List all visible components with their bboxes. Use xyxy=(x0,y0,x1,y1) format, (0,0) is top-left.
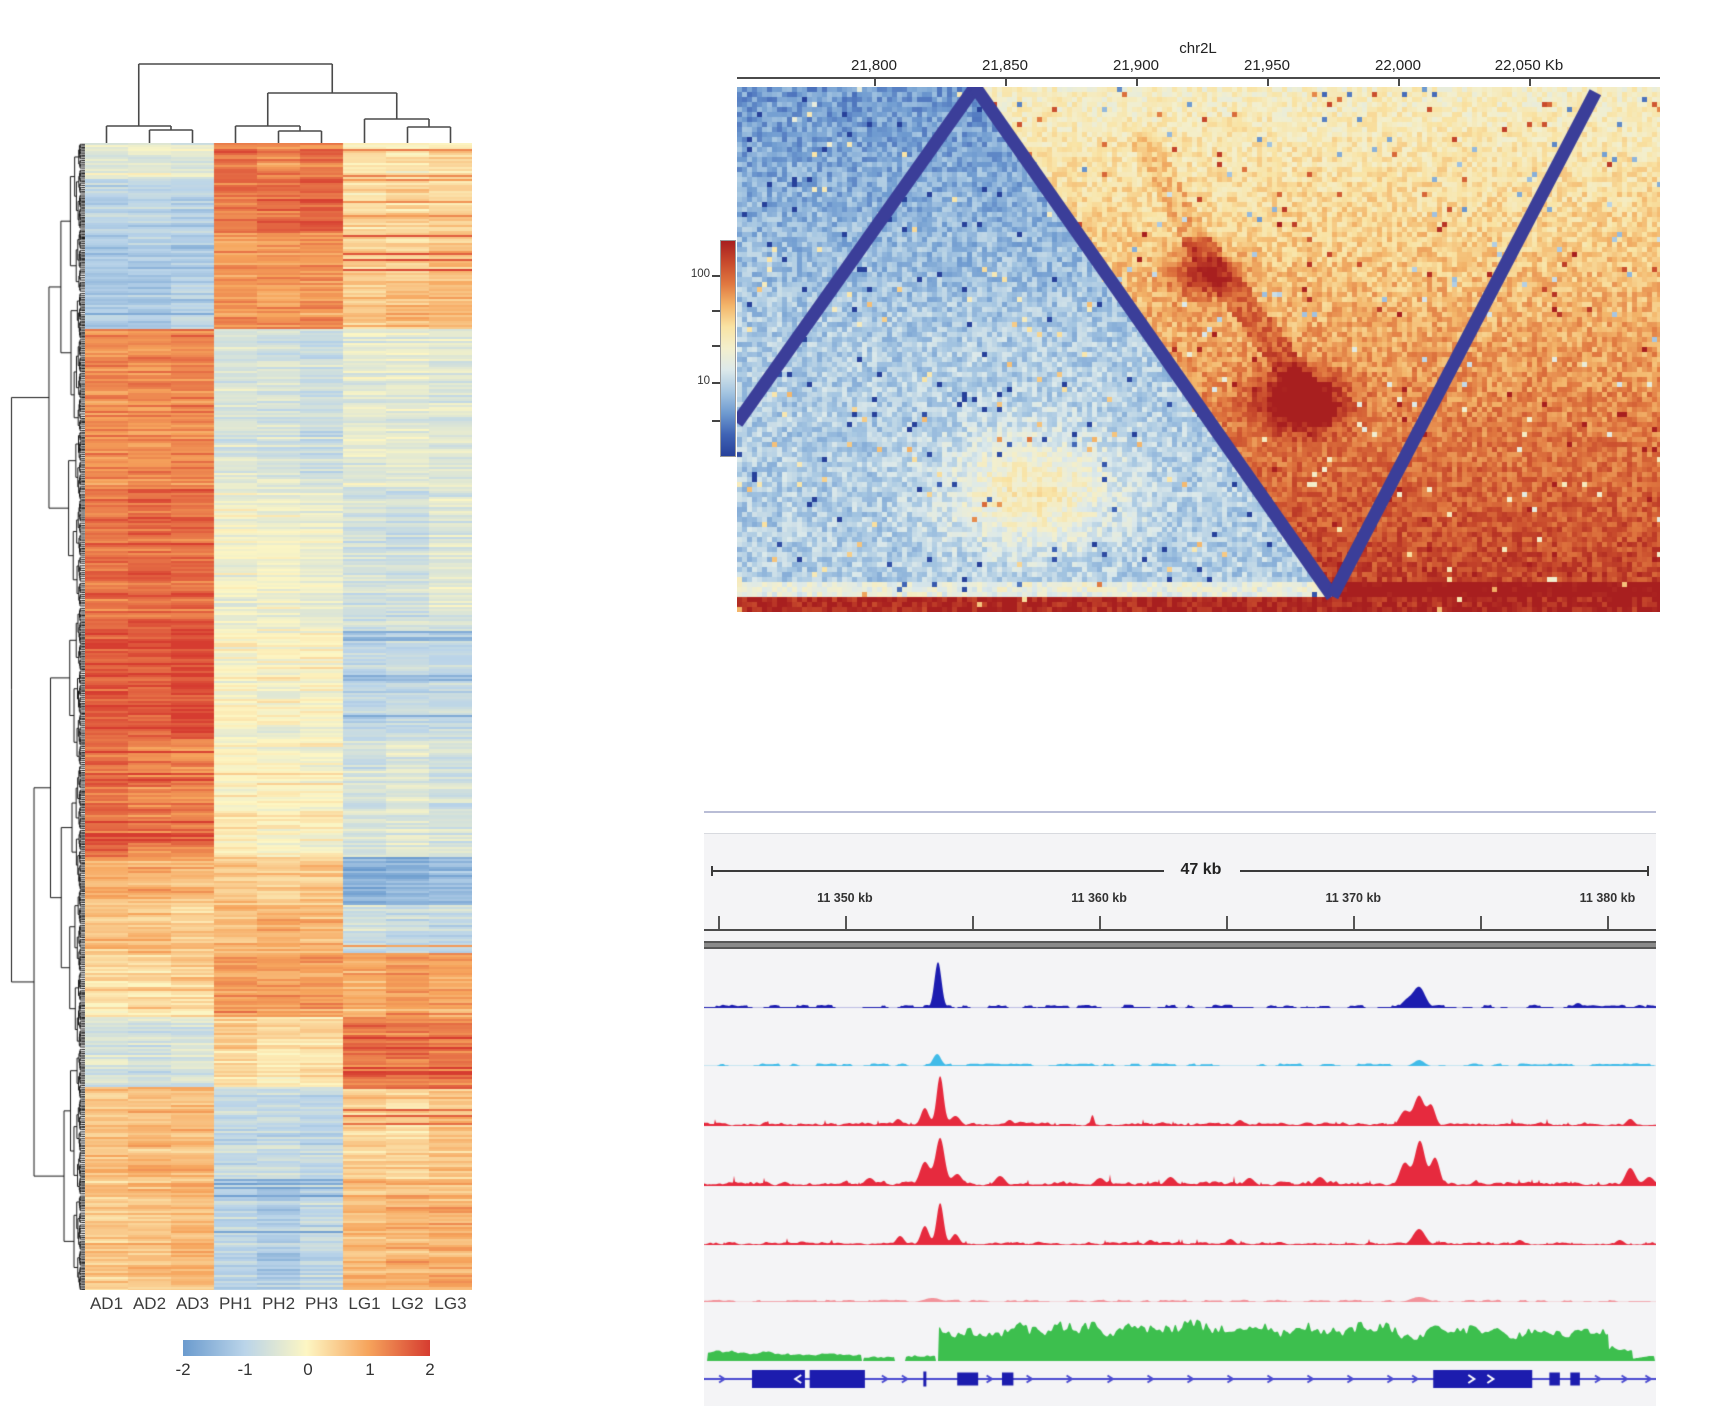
igv-locus-bar xyxy=(704,941,1656,949)
igv-span-line-left xyxy=(712,870,1164,872)
igv-ruler-tick xyxy=(844,916,847,929)
hic-map-canvas xyxy=(737,87,1660,612)
heatmap-canvas xyxy=(85,143,472,1290)
hic-axis-tick xyxy=(1267,79,1269,86)
heatmap-colorbar xyxy=(183,1340,430,1356)
hic-axis-tick xyxy=(1005,79,1007,86)
igv-ruler-tick xyxy=(1099,916,1102,929)
hic-axis-tick xyxy=(874,79,876,86)
column-labels: AD1 AD2 AD3 PH1 PH2 PH3 LG1 LG2 LG3 xyxy=(0,1294,520,1316)
column-label: PH1 xyxy=(218,1294,253,1313)
igv-ruler-tick xyxy=(1353,916,1356,929)
hic-colorbar xyxy=(720,240,736,457)
hic-colorbar-tick xyxy=(712,310,720,312)
row-dendrogram xyxy=(6,143,86,1290)
hic-axis-line xyxy=(737,77,1660,79)
hic-colorbar-tick xyxy=(712,345,720,347)
igv-ruler-minor-tick xyxy=(1225,916,1228,929)
column-label: LG1 xyxy=(348,1294,381,1313)
hic-colorbar-tick xyxy=(712,382,720,384)
igv-tracks-canvas xyxy=(704,950,1656,1408)
igv-ruler-minor-tick xyxy=(718,916,721,929)
colorbar-tick-label: 2 xyxy=(425,1360,435,1379)
igv-ruler-minor-tick xyxy=(1479,916,1482,929)
column-label: LG2 xyxy=(391,1294,424,1313)
column-dendrogram xyxy=(105,63,452,143)
igv-ruler-label: 11 350 kb xyxy=(817,891,873,905)
igv-ruler-label: 11 360 kb xyxy=(1071,891,1127,905)
igv-span-label: 47 kb xyxy=(1180,861,1222,878)
hic-axis-tick-label: 22,000 xyxy=(1375,57,1421,74)
igv-ruler-label: 11 370 kb xyxy=(1325,891,1382,905)
hic-axis-tick-label: 21,950 xyxy=(1244,57,1290,74)
colorbar-tick-label: 1 xyxy=(365,1360,375,1379)
hic-axis-tick xyxy=(1529,79,1531,86)
column-label: AD3 xyxy=(175,1294,210,1313)
hic-axis-tick-label: 22,050 Kb xyxy=(1494,57,1564,74)
hic-colorbar-tick xyxy=(712,275,720,277)
colorbar-tick-label: -1 xyxy=(237,1360,253,1379)
hic-axis-tick-label: 21,850 xyxy=(982,57,1028,74)
igv-ruler-label: 11 380 kb xyxy=(1579,891,1636,905)
igv-span-cap-right xyxy=(1647,866,1649,876)
column-label: LG3 xyxy=(434,1294,467,1313)
hic-colorbar-label-10: 10 xyxy=(697,375,710,387)
igv-panel-top-border xyxy=(704,811,1656,813)
colorbar-tick-label: 0 xyxy=(303,1360,313,1379)
hic-axis-tick xyxy=(1136,79,1138,86)
igv-ruler-baseline xyxy=(704,929,1656,931)
column-label: AD2 xyxy=(132,1294,167,1313)
column-label: PH3 xyxy=(304,1294,339,1313)
igv-ruler-tick xyxy=(1607,916,1610,929)
hic-axis-tick-label: 21,800 xyxy=(851,57,897,74)
hic-colorbar-tick xyxy=(712,420,720,422)
hic-axis-tick-label: 21,900 xyxy=(1113,57,1159,74)
colorbar-tick-label: -2 xyxy=(175,1360,191,1379)
column-label: AD1 xyxy=(89,1294,124,1313)
hic-colorbar-label-100: 100 xyxy=(690,268,710,280)
heatmap-colorbar-tick-labels: -2 -1 0 1 2 xyxy=(0,1360,520,1382)
column-label: PH2 xyxy=(261,1294,296,1313)
igv-ruler-minor-tick xyxy=(972,916,975,929)
hic-chromosome-label: chr2L xyxy=(1179,40,1217,57)
igv-span-line-right xyxy=(1240,870,1648,872)
hic-axis-tick xyxy=(1398,79,1400,86)
igv-span-cap-left xyxy=(711,866,713,876)
igv-panel-header-divider xyxy=(704,833,1656,834)
